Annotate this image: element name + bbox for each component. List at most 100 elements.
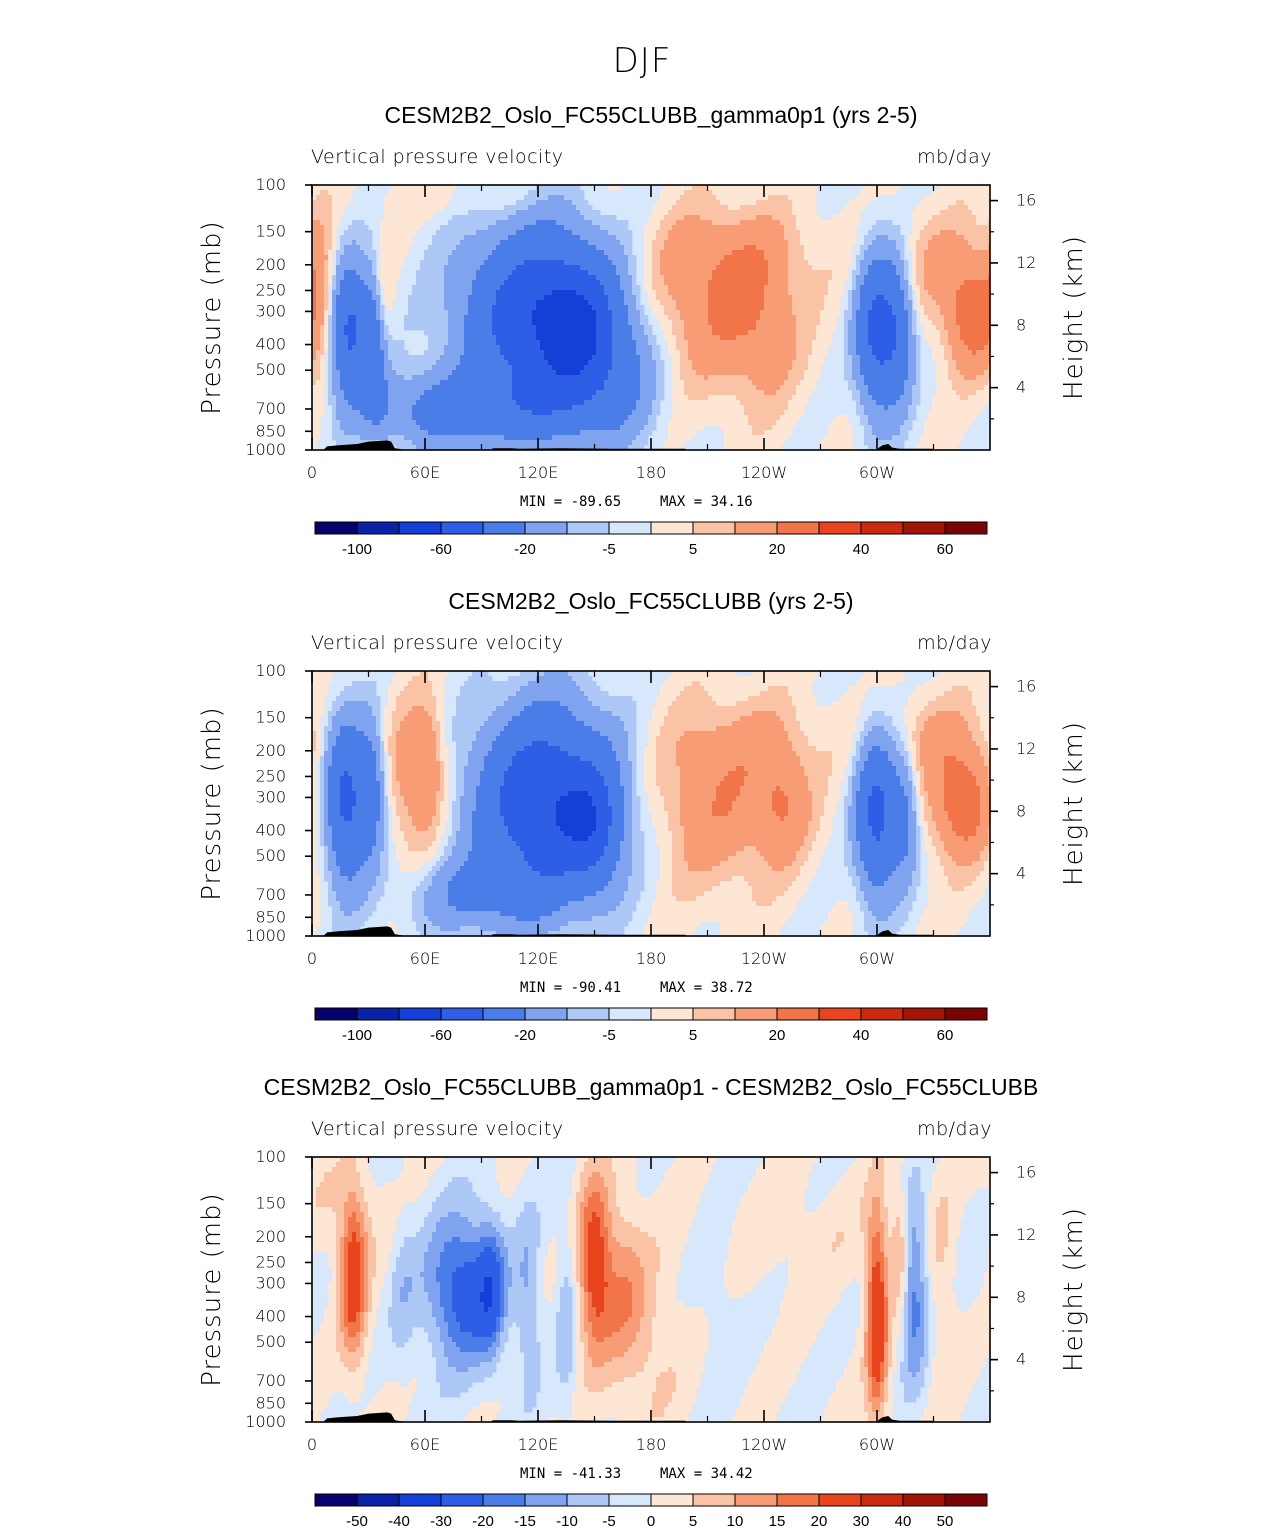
field-cell [528, 205, 533, 211]
field-cell [568, 205, 573, 211]
field-cell [460, 260, 465, 266]
field-cell [740, 325, 745, 331]
field-cell [488, 295, 493, 301]
field-cell [428, 290, 433, 296]
field-cell [436, 315, 441, 321]
field-cell [936, 295, 941, 301]
field-cell [616, 245, 621, 251]
field-cell [908, 330, 913, 336]
field-cell [920, 305, 925, 311]
field-cell [416, 285, 421, 291]
field-cell [692, 290, 697, 296]
field-cell [672, 345, 677, 351]
field-cell [808, 310, 813, 316]
field-cell [572, 225, 577, 231]
field-cell [792, 340, 797, 346]
field-cell [744, 255, 749, 261]
field-cell [564, 330, 569, 336]
field-cell [588, 340, 593, 346]
field-cell [356, 235, 361, 241]
field-cell [508, 295, 513, 301]
field-cell [540, 210, 545, 216]
field-cell [812, 305, 817, 311]
field-cell [824, 265, 829, 271]
field-cell [672, 300, 677, 306]
field-cell [532, 225, 537, 231]
field-cell [944, 320, 949, 326]
field-cell [432, 270, 437, 276]
field-cell [596, 265, 601, 271]
field-cell [664, 205, 669, 211]
field-cell [564, 345, 569, 351]
field-cell [856, 295, 861, 301]
field-cell [436, 280, 441, 286]
field-cell [820, 285, 825, 291]
field-cell [544, 250, 549, 256]
field-cell [732, 270, 737, 276]
field-cell [432, 275, 437, 281]
field-cell [616, 350, 621, 356]
field-cell [428, 295, 433, 301]
field-cell [952, 285, 957, 291]
field-cell [708, 205, 713, 211]
field-cell [820, 245, 825, 251]
field-cell [956, 290, 961, 296]
field-cell [584, 305, 589, 311]
field-cell [776, 345, 781, 351]
field-cell [816, 240, 821, 246]
field-cell [524, 275, 529, 281]
field-cell [456, 275, 461, 281]
field-cell [340, 210, 345, 216]
field-cell [708, 330, 713, 336]
field-cell [488, 315, 493, 321]
field-cell [916, 290, 921, 296]
field-cell [952, 260, 957, 266]
field-cell [448, 195, 453, 201]
field-cell [652, 250, 657, 256]
field-cell [936, 265, 941, 271]
field-cell [792, 230, 797, 236]
field-cell [444, 260, 449, 266]
field-cell [640, 350, 645, 356]
field-cell [376, 335, 381, 341]
field-cell [428, 350, 433, 356]
field-cell [356, 305, 361, 311]
field-cell [828, 325, 833, 331]
field-cell [984, 320, 989, 326]
field-cell [832, 275, 837, 281]
field-cell [484, 280, 489, 286]
field-cell [832, 325, 837, 331]
field-cell [984, 245, 989, 251]
field-cell [724, 345, 729, 351]
field-cell [944, 220, 949, 226]
field-cell [700, 245, 705, 251]
field-cell [404, 215, 409, 221]
field-cell [448, 345, 453, 351]
field-cell [400, 245, 405, 251]
field-cell [452, 335, 457, 341]
field-cell [460, 300, 465, 306]
field-cell [448, 280, 453, 286]
field-cell [908, 290, 913, 296]
field-cell [360, 230, 365, 236]
field-cell [488, 350, 493, 356]
field-cell [528, 265, 533, 271]
field-cell [892, 345, 897, 351]
field-cell [904, 290, 909, 296]
field-cell [536, 200, 541, 206]
field-cell [756, 275, 761, 281]
field-cell [412, 320, 417, 326]
field-cell [800, 295, 805, 301]
field-cell [448, 190, 453, 196]
field-cell [700, 260, 705, 266]
field-cell [896, 280, 901, 286]
field-cell [792, 290, 797, 296]
field-cell [436, 195, 441, 201]
field-cell [488, 235, 493, 241]
field-cell [836, 250, 841, 256]
field-cell [316, 220, 321, 226]
field-cell [980, 310, 985, 316]
field-cell [540, 285, 545, 291]
field-cell [412, 195, 417, 201]
field-cell [400, 345, 405, 351]
